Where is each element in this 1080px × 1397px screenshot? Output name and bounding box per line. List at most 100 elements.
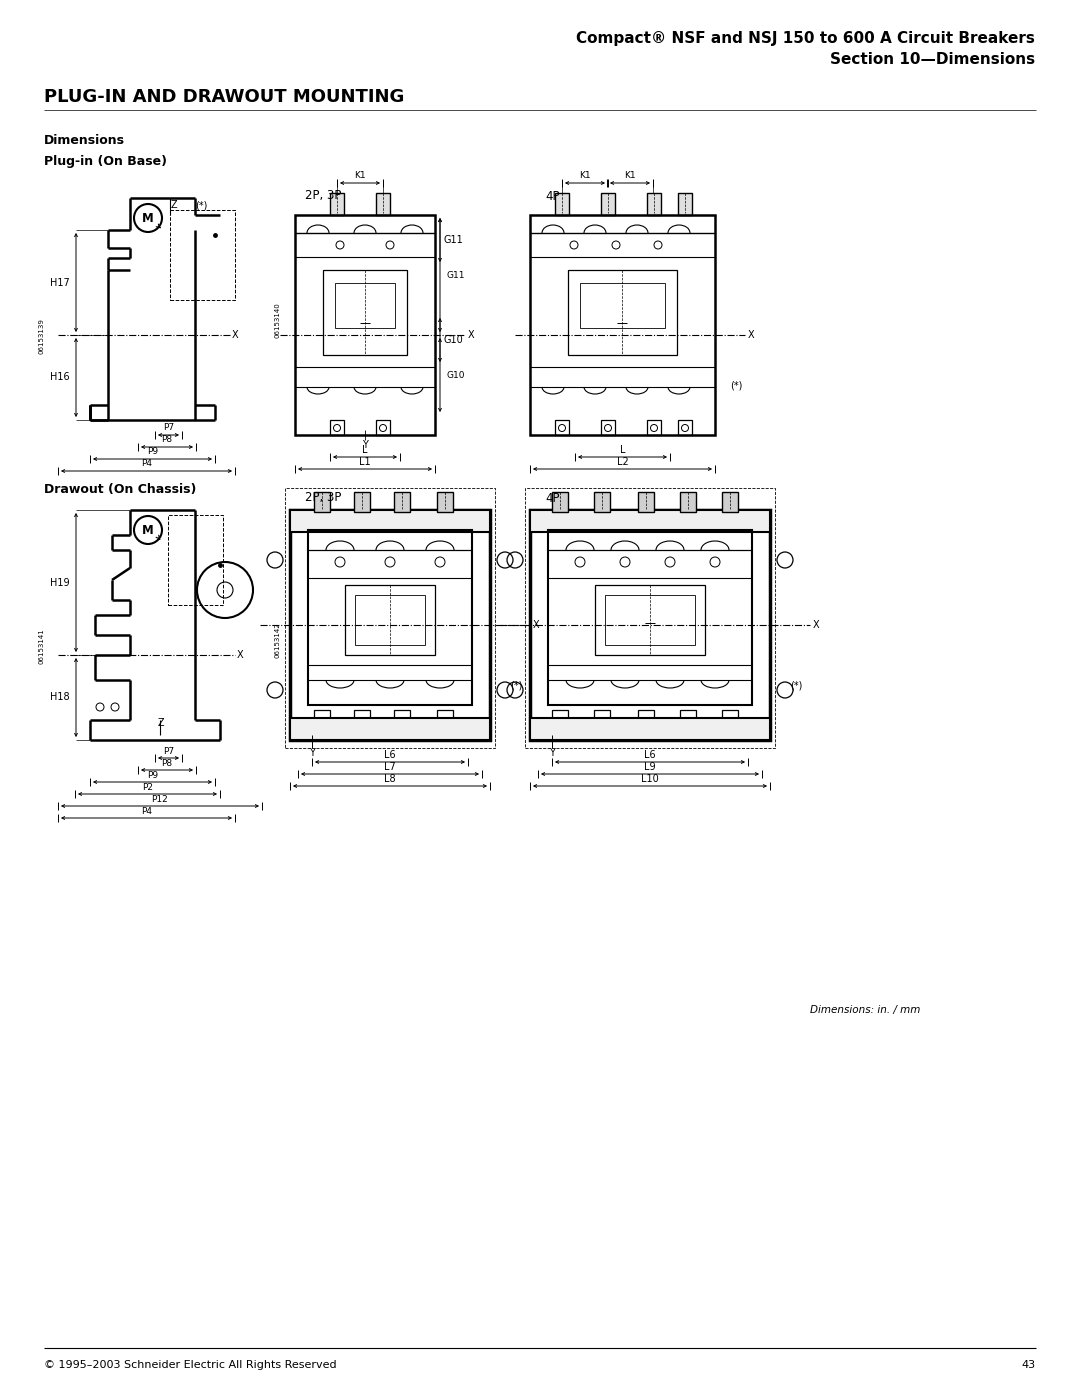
Bar bbox=[376, 420, 390, 434]
Circle shape bbox=[378, 200, 388, 208]
Bar bbox=[376, 193, 390, 215]
Text: H19: H19 bbox=[51, 577, 70, 588]
Text: P4: P4 bbox=[141, 460, 152, 468]
Text: Section 10—Dimensions: Section 10—Dimensions bbox=[829, 53, 1035, 67]
Bar bbox=[678, 420, 692, 434]
Text: Plug-in (On Base): Plug-in (On Base) bbox=[44, 155, 167, 168]
Circle shape bbox=[557, 200, 567, 208]
Text: L10: L10 bbox=[642, 774, 659, 784]
Bar bbox=[723, 710, 738, 731]
Bar bbox=[330, 420, 345, 434]
Text: Y: Y bbox=[549, 747, 555, 759]
Text: H18: H18 bbox=[51, 693, 70, 703]
Text: X: X bbox=[237, 650, 244, 659]
Bar bbox=[291, 510, 490, 740]
Bar bbox=[295, 215, 435, 434]
Bar bbox=[530, 510, 770, 740]
Text: P8: P8 bbox=[161, 759, 173, 767]
Text: G10: G10 bbox=[446, 370, 465, 380]
Bar bbox=[168, 515, 222, 605]
Bar bbox=[355, 595, 426, 645]
Bar bbox=[530, 510, 770, 532]
Text: (*): (*) bbox=[510, 680, 523, 690]
Circle shape bbox=[440, 497, 450, 507]
Circle shape bbox=[397, 497, 407, 507]
Circle shape bbox=[357, 497, 367, 507]
Text: L8: L8 bbox=[384, 774, 395, 784]
Text: P7: P7 bbox=[163, 423, 174, 433]
Bar bbox=[530, 215, 715, 434]
Circle shape bbox=[680, 200, 689, 208]
Bar bbox=[605, 595, 696, 645]
Text: 2P, 3P: 2P, 3P bbox=[305, 492, 341, 504]
Bar bbox=[525, 488, 775, 747]
Bar bbox=[345, 585, 435, 655]
Text: L1: L1 bbox=[360, 457, 370, 467]
Text: Compact® NSF and NSJ 150 to 600 A Circuit Breakers: Compact® NSF and NSJ 150 to 600 A Circui… bbox=[576, 31, 1035, 46]
Text: (*): (*) bbox=[730, 380, 742, 390]
Text: L9: L9 bbox=[644, 761, 656, 773]
Bar bbox=[678, 193, 692, 215]
Text: 2P, 3P: 2P, 3P bbox=[305, 190, 341, 203]
Text: H16: H16 bbox=[51, 373, 70, 383]
Bar bbox=[594, 710, 610, 731]
Bar bbox=[580, 284, 665, 328]
Circle shape bbox=[597, 497, 607, 507]
Text: P9: P9 bbox=[147, 447, 158, 457]
Bar bbox=[568, 270, 677, 355]
Bar bbox=[394, 710, 410, 731]
Bar bbox=[600, 420, 615, 434]
Circle shape bbox=[318, 497, 327, 507]
Bar bbox=[647, 193, 661, 215]
Text: © 1995–2003 Schneider Electric All Rights Reserved: © 1995–2003 Schneider Electric All Right… bbox=[44, 1361, 337, 1370]
Bar bbox=[335, 284, 395, 328]
Bar bbox=[394, 492, 410, 511]
Text: L: L bbox=[620, 446, 625, 455]
Text: P12: P12 bbox=[151, 795, 168, 803]
Text: Y: Y bbox=[309, 747, 315, 759]
Text: Z: Z bbox=[171, 200, 177, 210]
Circle shape bbox=[604, 200, 612, 208]
Text: PLUG-IN AND DRAWOUT MOUNTING: PLUG-IN AND DRAWOUT MOUNTING bbox=[44, 88, 404, 106]
Text: X: X bbox=[813, 620, 820, 630]
Bar bbox=[291, 718, 490, 740]
Text: (*): (*) bbox=[195, 200, 207, 210]
Bar bbox=[354, 710, 370, 731]
Text: 06153139: 06153139 bbox=[38, 319, 44, 353]
Text: P9: P9 bbox=[147, 771, 158, 780]
Text: G10: G10 bbox=[443, 335, 462, 345]
Bar bbox=[723, 492, 738, 511]
Text: X: X bbox=[748, 330, 755, 339]
Text: L6: L6 bbox=[384, 750, 395, 760]
Text: Z: Z bbox=[158, 718, 164, 728]
Text: L7: L7 bbox=[384, 761, 396, 773]
Text: L2: L2 bbox=[617, 457, 629, 467]
Text: Drawout (On Chassis): Drawout (On Chassis) bbox=[44, 482, 197, 496]
Bar bbox=[552, 710, 568, 731]
Circle shape bbox=[642, 497, 651, 507]
Bar bbox=[594, 492, 610, 511]
Bar bbox=[680, 492, 696, 511]
Text: 4P: 4P bbox=[545, 190, 559, 203]
Text: Y: Y bbox=[362, 440, 368, 450]
Text: X: X bbox=[232, 330, 239, 339]
Bar bbox=[530, 215, 715, 434]
Text: K1: K1 bbox=[354, 172, 366, 180]
Text: G11: G11 bbox=[446, 271, 465, 279]
Text: 06153141: 06153141 bbox=[38, 629, 44, 664]
Bar bbox=[308, 529, 472, 705]
Bar bbox=[437, 492, 453, 511]
Bar bbox=[170, 210, 235, 300]
Text: 06153140: 06153140 bbox=[274, 302, 280, 338]
Text: P8: P8 bbox=[161, 436, 173, 444]
Text: 06153142: 06153142 bbox=[274, 622, 280, 658]
Text: X: X bbox=[468, 330, 474, 339]
Text: (*): (*) bbox=[789, 680, 802, 690]
Bar bbox=[314, 710, 330, 731]
Bar bbox=[552, 492, 568, 511]
Bar bbox=[330, 193, 345, 215]
Text: K1: K1 bbox=[579, 172, 591, 180]
Bar bbox=[530, 718, 770, 740]
Bar bbox=[285, 488, 495, 747]
Text: 4P: 4P bbox=[545, 492, 559, 504]
